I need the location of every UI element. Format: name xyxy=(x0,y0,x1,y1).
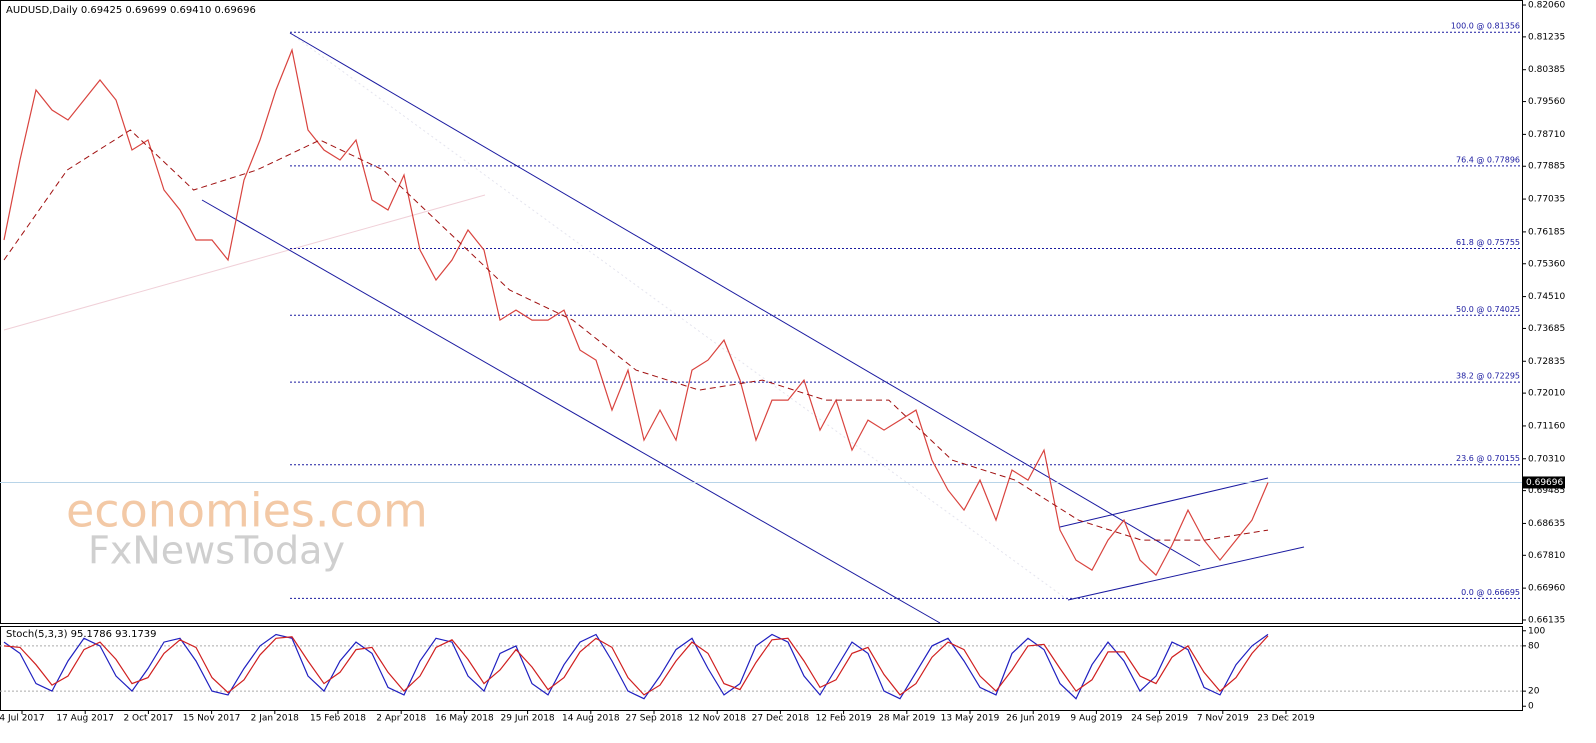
x-tick-label: 24 Sep 2019 xyxy=(1131,714,1188,724)
x-tick-label: 14 Aug 2018 xyxy=(562,714,620,724)
ma-line xyxy=(3,129,1269,541)
y-tick-label: 0.75360 xyxy=(1528,259,1565,269)
y-tick-label: 0.69485 xyxy=(1528,486,1565,496)
current-price-label: 0.69696 xyxy=(1526,478,1563,488)
x-tick-label: 23 Dec 2019 xyxy=(1257,714,1315,724)
price-panel xyxy=(0,0,1523,624)
y-tick-label: 0.74510 xyxy=(1528,292,1565,302)
x-tick-label: 9 Aug 2019 xyxy=(1070,714,1122,724)
x-tick-label: 12 Nov 2018 xyxy=(688,714,746,724)
fib-label: 23.6 @ 0.70155 xyxy=(1456,454,1520,463)
x-tick-label: 2 Oct 2017 xyxy=(123,714,173,724)
x-tick-label: 4 Jul 2017 xyxy=(0,714,45,724)
series-line xyxy=(3,633,1269,700)
watermark: FxNewsToday xyxy=(88,529,345,573)
y-tick-label: 0.66960 xyxy=(1528,584,1565,594)
series-line xyxy=(3,635,1269,696)
y-tick-label: 0.76185 xyxy=(1528,227,1565,237)
x-tick-label: 29 Jun 2018 xyxy=(501,714,555,724)
y-tick-label: 0.78710 xyxy=(1528,130,1565,140)
indicator-title: Stoch(5,3,3) 95.1786 93.1739 xyxy=(6,629,157,640)
y-tick-label: 0.72835 xyxy=(1528,357,1565,367)
watermark: economies.com xyxy=(66,484,428,538)
y-tick-label: 20 xyxy=(1528,687,1540,697)
x-tick-label: 12 Feb 2019 xyxy=(816,714,872,724)
stoch-panel xyxy=(0,626,1523,711)
fib-label: 76.4 @ 0.77896 xyxy=(1456,155,1520,164)
fib-label: 50.0 @ 0.74025 xyxy=(1456,305,1520,314)
x-tick-label: 15 Feb 2018 xyxy=(310,714,366,724)
x-tick-label: 15 Nov 2017 xyxy=(183,714,241,724)
trend-line xyxy=(3,194,486,331)
fib-label: 100.0 @ 0.81356 xyxy=(1451,22,1520,31)
x-tick-label: 2 Apr 2018 xyxy=(376,714,426,724)
x-tick-label: 7 Nov 2019 xyxy=(1197,714,1249,724)
channel-line xyxy=(201,199,941,624)
channel-line xyxy=(289,32,1201,567)
y-tick-label: 0.66135 xyxy=(1528,615,1565,625)
y-tick-label: 0.70310 xyxy=(1528,454,1565,464)
trend-line xyxy=(289,32,1069,601)
y-tick-label: 0.81235 xyxy=(1528,32,1565,42)
current-price-box xyxy=(1523,476,1565,489)
y-tick-label: 80 xyxy=(1528,641,1540,651)
drawings xyxy=(3,32,1305,624)
y-tick-label: 0.67810 xyxy=(1528,551,1565,561)
y-tick-label: 0.72010 xyxy=(1528,389,1565,399)
channel-line xyxy=(1067,546,1305,601)
y-tick-label: 0.68635 xyxy=(1528,519,1565,529)
fib-label: 38.2 @ 0.72295 xyxy=(1456,372,1520,381)
x-tick-label: 2 Jan 2018 xyxy=(251,714,299,724)
x-tick-label: 27 Sep 2018 xyxy=(625,714,682,724)
y-tick-label: 0.80385 xyxy=(1528,65,1565,75)
y-tick-label: 0.71160 xyxy=(1528,421,1565,431)
x-tick-label: 16 May 2018 xyxy=(435,714,494,724)
x-tick-label: 13 May 2019 xyxy=(941,714,1000,724)
y-tick-label: 0.79560 xyxy=(1528,97,1565,107)
x-tick-label: 27 Dec 2018 xyxy=(752,714,810,724)
chart-title: AUDUSD,Daily 0.69425 0.69699 0.69410 0.6… xyxy=(6,5,256,16)
series-line xyxy=(3,47,1269,577)
channel-line xyxy=(1059,477,1269,528)
fib-label: 61.8 @ 0.75755 xyxy=(1456,238,1520,247)
fib-label: 0.0 @ 0.66695 xyxy=(1461,588,1520,597)
y-tick-label: 0.77035 xyxy=(1528,195,1565,205)
y-tick-label: 100 xyxy=(1528,626,1545,636)
y-tick-label: 0 xyxy=(1528,702,1534,712)
y-tick-label: 0.82060 xyxy=(1528,1,1565,11)
x-tick-label: 28 Mar 2019 xyxy=(878,714,935,724)
x-tick-label: 17 Aug 2017 xyxy=(56,714,114,724)
y-tick-label: 0.73685 xyxy=(1528,324,1565,334)
x-tick-label: 26 Jun 2019 xyxy=(1006,714,1060,724)
y-tick-label: 0.77885 xyxy=(1528,162,1565,172)
